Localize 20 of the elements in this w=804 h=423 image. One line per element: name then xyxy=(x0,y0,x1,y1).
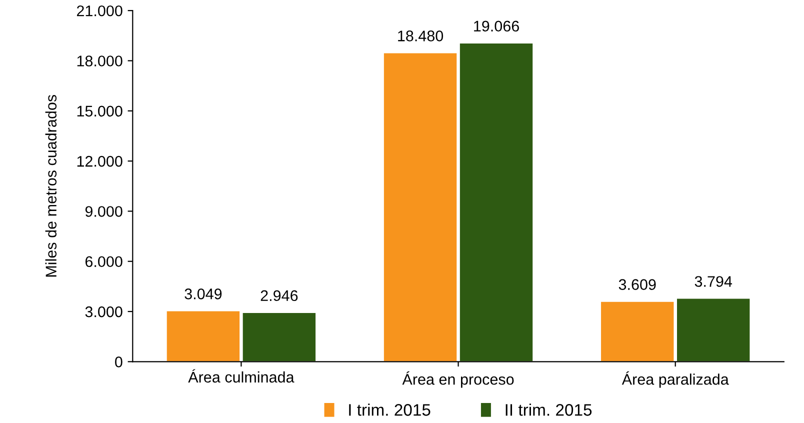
legend-label: II trim. 2015 xyxy=(506,404,592,416)
y-tick-label: 3.000 xyxy=(85,306,122,318)
x-tick-label: Área culminada xyxy=(188,369,294,383)
x-tick-label: Área en proceso xyxy=(402,371,514,388)
data-label: 3.794 xyxy=(694,276,732,287)
legend-label: I trim. 2015 xyxy=(349,404,430,416)
y-tick-label: 6.000 xyxy=(85,256,122,268)
y-tick-label: 18.000 xyxy=(77,56,122,66)
y-tick-label: 15.000 xyxy=(77,106,122,117)
y-tick-label: 0 xyxy=(115,356,122,368)
x-tick-label: Área paralizada xyxy=(622,371,729,388)
data-label: 2.946 xyxy=(260,290,298,302)
y-tick-label: 9.000 xyxy=(85,206,122,217)
y-axis-title: Miles de metros cuadrados xyxy=(45,94,57,277)
data-label: 19.066 xyxy=(474,20,519,32)
data-label: 3.609 xyxy=(618,279,656,290)
y-tick-label: 12.000 xyxy=(77,156,122,167)
data-label: 18.480 xyxy=(398,30,444,42)
y-tick-label: 21.000 xyxy=(76,5,122,16)
data-label: 3.049 xyxy=(184,288,222,300)
